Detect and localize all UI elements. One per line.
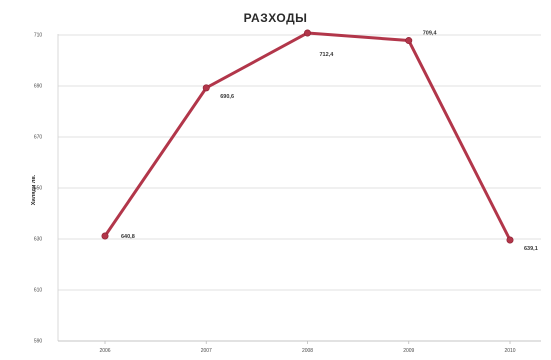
y-tick-label: 650	[34, 186, 43, 192]
y-tick-label: 690	[34, 84, 43, 90]
x-tick-label: 2009	[403, 348, 414, 354]
data-label: 640,8	[121, 234, 135, 240]
data-label: 639,1	[524, 246, 538, 252]
x-tick-label: 2007	[201, 348, 212, 354]
data-label: 712,4	[320, 52, 335, 58]
data-point	[303, 29, 311, 37]
y-tick-label: 630	[34, 237, 43, 243]
data-point	[405, 37, 413, 45]
data-label: 690,6	[220, 94, 234, 100]
grid-layer	[58, 34, 541, 342]
series-line	[103, 31, 512, 242]
chart-title: РАЗХОДЫ	[243, 11, 308, 25]
label-layer: 640,8 690,6 712,4 709,4 639,1	[121, 31, 538, 252]
x-tick-label: 2008	[302, 348, 313, 354]
y-tick-label: 590	[34, 339, 43, 345]
data-point	[101, 232, 109, 240]
y-tick-label: 710	[34, 33, 43, 39]
x-tick-label: 2010	[504, 348, 515, 354]
series-layer	[101, 29, 514, 244]
data-label: 709,4	[423, 31, 438, 37]
y-axis-label: Хиляди лв.	[31, 174, 37, 205]
x-tick-label: 2006	[99, 348, 110, 354]
y-tick-label: 670	[34, 135, 43, 141]
y-tick-label: 610	[34, 288, 43, 294]
data-point	[202, 84, 210, 92]
axis-layer: 590 610 630 650 670 690 710 2006 2007 2008 2009 201…	[34, 33, 541, 354]
data-point	[506, 236, 514, 244]
